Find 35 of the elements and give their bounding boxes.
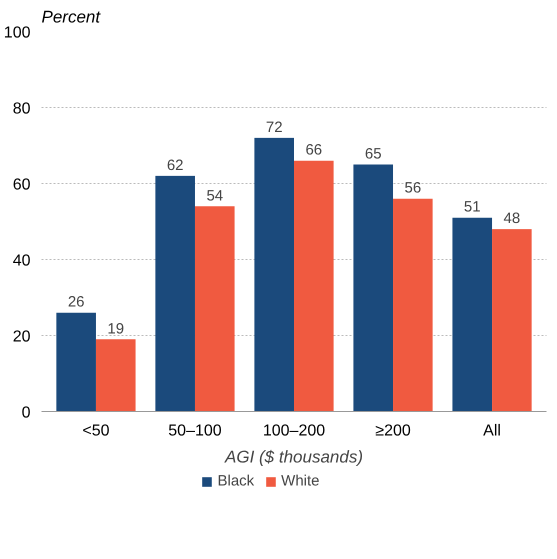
bar <box>254 138 294 412</box>
data-label: 54 <box>206 187 224 204</box>
y-tick-label: 60 <box>12 176 31 194</box>
bar <box>56 312 96 412</box>
y-tick-label: 0 <box>22 404 31 422</box>
y-axis-title: Percent <box>42 8 102 26</box>
data-label: 62 <box>166 156 184 174</box>
bar <box>294 160 334 412</box>
bar <box>96 339 136 412</box>
y-tick-label: 100 <box>4 24 31 42</box>
data-label: 26 <box>68 294 84 311</box>
bar <box>393 198 433 412</box>
legend-label: Black <box>217 472 254 490</box>
data-label: 66 <box>305 142 322 159</box>
bar <box>194 206 235 412</box>
data-label: 51 <box>464 198 481 216</box>
bar <box>353 164 394 412</box>
data-label: 56 <box>404 180 422 197</box>
x-tick-label: <50 <box>82 422 110 440</box>
x-tick-label: All <box>483 422 501 440</box>
bar <box>155 176 195 412</box>
x-tick-label: 100–200 <box>262 422 326 440</box>
y-tick-label: 40 <box>12 252 31 270</box>
x-tick-label: ≥200 <box>375 422 411 440</box>
x-tick-label: 50–100 <box>168 422 222 440</box>
legend-label: White <box>281 472 320 490</box>
data-label: 19 <box>107 320 124 338</box>
x-axis-title: AGI ($ thousands) <box>224 448 363 466</box>
bar <box>452 218 492 412</box>
y-tick-label: 80 <box>12 100 31 118</box>
bar <box>492 229 532 412</box>
data-label: 72 <box>266 118 283 136</box>
data-label: 65 <box>364 146 382 162</box>
y-tick-label: 20 <box>12 328 31 346</box>
data-label: 48 <box>504 210 520 228</box>
